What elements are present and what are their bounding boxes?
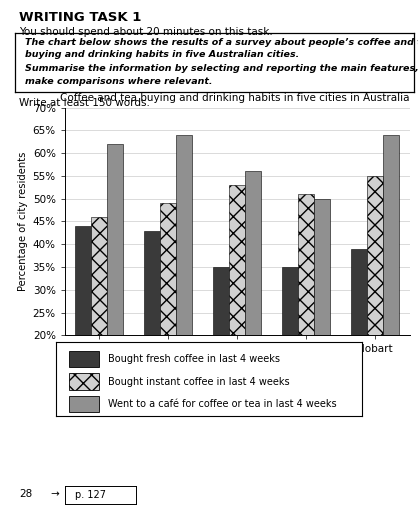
Bar [145,230,161,426]
Text: make comparisons where relevant.: make comparisons where relevant. [25,77,212,86]
Bar [107,144,123,426]
Text: Bought fresh coffee in last 4 weeks: Bought fresh coffee in last 4 weeks [108,354,280,365]
Bar [298,194,314,426]
Text: buying and drinking habits in five Australian cities.: buying and drinking habits in five Austr… [25,50,299,59]
Bar [69,351,99,368]
Text: →: → [50,489,59,499]
Bar [69,396,99,412]
Y-axis label: Percentage of city residents: Percentage of city residents [18,152,28,291]
Text: Coffee and tea buying and drinking habits in five cities in Australia: Coffee and tea buying and drinking habit… [60,93,410,102]
Text: You should spend about 20 minutes on this task.: You should spend about 20 minutes on thi… [19,27,273,37]
Text: Summarise the information by selecting and reporting the main features, and: Summarise the information by selecting a… [25,64,418,73]
Bar [69,373,99,390]
Bar [76,226,92,426]
Text: p. 127: p. 127 [75,490,107,500]
Bar [176,135,192,426]
Bar [214,267,229,426]
Text: Bought instant coffee in last 4 weeks: Bought instant coffee in last 4 weeks [108,377,290,387]
Bar [314,199,330,426]
Text: Write at least 150 words.: Write at least 150 words. [19,98,150,109]
Bar [367,176,383,426]
Bar [383,135,399,426]
Text: 28: 28 [19,489,32,499]
Text: WRITING TASK 1: WRITING TASK 1 [19,11,141,24]
Bar [352,249,367,426]
Bar [161,203,176,426]
Text: Went to a café for coffee or tea in last 4 weeks: Went to a café for coffee or tea in last… [108,399,337,409]
Bar [283,267,298,426]
Bar [92,217,107,426]
Text: The chart below shows the results of a survey about people’s coffee and tea: The chart below shows the results of a s… [25,38,418,47]
Bar [245,172,261,426]
Bar [229,185,245,426]
